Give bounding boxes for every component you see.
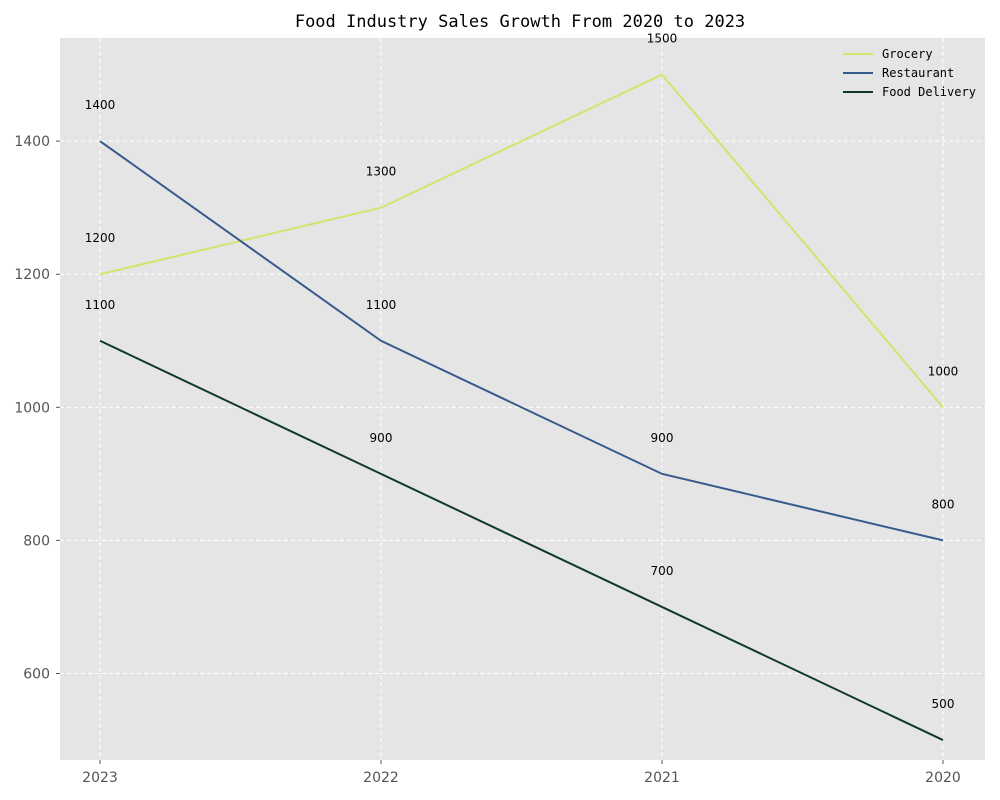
data-labels: 1200 1300 1500 1000 1400 1100 900 800 1100 900 700… [85,32,959,711]
y-tick-label: 800 [23,533,50,549]
data-label-food-delivery: 500 [932,697,955,711]
series-line-food-delivery [99,339,944,741]
x-axis-ticks: 2023 2022 2021 2020 [82,760,961,786]
legend: Grocery Restaurant Food Delivery [843,47,976,99]
legend-label: Food Delivery [882,85,976,99]
legend-label: Restaurant [882,66,954,80]
data-label-grocery: 1200 [85,231,116,245]
y-tick-label: 1400 [14,134,50,150]
legend-label: Grocery [882,47,933,61]
x-tick-label: 2022 [363,770,399,786]
data-label-food-delivery: 900 [370,431,393,445]
data-label-restaurant: 1100 [366,298,397,312]
data-label-grocery: 1300 [366,165,397,179]
chart-title: Food Industry Sales Growth From 2020 to … [295,12,745,32]
data-label-restaurant: 1400 [85,98,116,112]
series-line-restaurant [99,140,944,542]
series-lines [99,73,944,741]
y-tick-label: 600 [23,666,50,682]
x-tick-label: 2020 [925,770,961,786]
data-label-grocery: 1000 [928,364,959,378]
y-tick-label: 1000 [14,400,50,416]
x-tick-label: 2023 [82,770,118,786]
data-label-restaurant: 800 [932,497,955,511]
plot-background [60,38,985,760]
data-label-restaurant: 900 [651,431,674,445]
x-tick-label: 2021 [644,770,680,786]
y-axis-ticks: 600 800 1000 1200 1400 [14,134,60,682]
data-label-food-delivery: 1100 [85,298,116,312]
data-label-grocery: 1500 [647,32,678,46]
data-label-food-delivery: 700 [651,564,674,578]
y-tick-label: 1200 [14,267,50,283]
